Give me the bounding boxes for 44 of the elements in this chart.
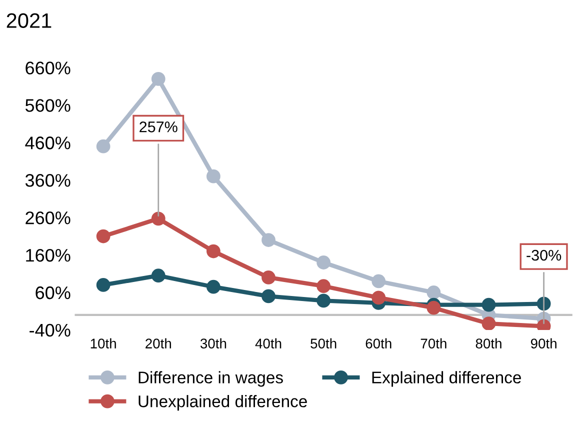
point xyxy=(316,279,331,294)
y-tick-label: 60% xyxy=(36,286,70,300)
legend-label: Difference in wages xyxy=(138,371,283,387)
x-tick-label: 70th xyxy=(420,338,446,348)
x-tick-label: 40th xyxy=(255,338,282,348)
x-tick-label: 10th xyxy=(90,338,116,348)
legend-label: Unexplained difference xyxy=(138,395,307,411)
point xyxy=(262,270,276,284)
y-tick-label: 460% xyxy=(25,136,70,150)
point xyxy=(372,274,386,288)
x-tick-label: 20th xyxy=(146,338,171,348)
x-tick-label: 90th xyxy=(530,338,556,348)
point xyxy=(316,256,331,270)
point xyxy=(151,72,166,86)
point xyxy=(372,290,386,305)
y-tick-label: 560% xyxy=(25,99,70,112)
point xyxy=(151,268,166,283)
point xyxy=(206,280,220,294)
chart-title: 2021 xyxy=(6,13,52,28)
point xyxy=(482,316,496,330)
y-tick-label: 260% xyxy=(26,211,70,224)
point xyxy=(426,286,441,300)
annotation: -30% xyxy=(526,250,562,261)
y-tick-label: 160% xyxy=(26,248,70,262)
y-tick-label: -40% xyxy=(30,324,70,337)
legend-label: Explained difference xyxy=(372,371,521,387)
point xyxy=(426,300,441,315)
point xyxy=(206,244,220,258)
point xyxy=(316,294,331,308)
point xyxy=(262,289,276,304)
annotation: 257% xyxy=(140,121,178,132)
point xyxy=(482,298,496,312)
x-tick-label: 80th xyxy=(476,338,502,348)
point xyxy=(96,229,110,244)
y-tick-label: 660% xyxy=(26,62,70,74)
y-tick-label: 360% xyxy=(25,174,70,187)
point xyxy=(151,212,166,226)
point xyxy=(96,278,110,292)
x-tick-label: 50th xyxy=(310,338,336,348)
x-tick-label: 60th xyxy=(366,338,392,348)
point xyxy=(206,169,220,184)
point xyxy=(262,233,276,247)
point xyxy=(96,139,110,154)
x-tick-label: 30th xyxy=(200,338,226,348)
